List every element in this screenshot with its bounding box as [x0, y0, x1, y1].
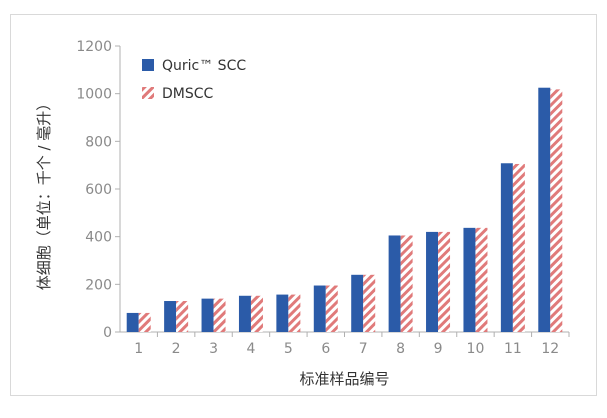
x-tick-label: 8: [396, 341, 405, 357]
x-tick-label: 11: [504, 341, 522, 357]
x-tick-label: 7: [359, 341, 368, 357]
x-axis-title: 标准样品编号: [299, 370, 389, 388]
bar-dmscc: [475, 227, 488, 332]
bar-quric: [313, 285, 326, 332]
x-tick-label: 12: [541, 341, 559, 357]
bar-quric: [126, 312, 139, 332]
bar-dmscc: [438, 231, 451, 332]
bar-dmscc: [325, 285, 338, 332]
y-tick-label: 1000: [76, 87, 112, 103]
x-tick-label: 4: [246, 341, 255, 357]
x-tick-label: 9: [434, 341, 443, 357]
y-tick-label: 400: [85, 230, 112, 246]
legend-swatch-dmscc: [142, 87, 154, 99]
bar-quric: [238, 295, 251, 332]
bar-dmscc: [400, 235, 413, 332]
y-tick-label: 600: [85, 182, 112, 198]
legend-label-dmscc: DMSCC: [162, 86, 214, 102]
x-tick-label: 10: [467, 341, 485, 357]
x-tick-label: 3: [209, 341, 218, 357]
bar-dmscc: [250, 295, 263, 332]
bar-dmscc: [363, 274, 376, 332]
x-tick-label: 5: [284, 341, 293, 357]
chart-frame: 0 200 400 600 800 1000 1200 1 2 3 4 5 6 7 8 9 10 11 12 标准样…: [10, 14, 597, 396]
bar-quric: [500, 163, 513, 332]
axes: [115, 45, 570, 337]
x-tick-label: 1: [134, 341, 143, 357]
y-tick-label: 800: [85, 134, 112, 150]
bar-quric: [351, 274, 364, 332]
bar-quric: [164, 301, 177, 332]
bar-dmscc: [213, 298, 226, 332]
y-tick-label: 200: [85, 277, 112, 293]
x-tick-label: 2: [172, 341, 181, 357]
legend-swatch-quric: [142, 59, 154, 71]
bar-dmscc: [512, 163, 525, 332]
bar-quric: [426, 231, 439, 332]
y-tick-label: 0: [103, 325, 112, 341]
bar-quric: [538, 87, 551, 332]
y-axis-title: 体细胞（单位：千个 / 毫升）: [35, 96, 53, 291]
bar-quric: [201, 298, 214, 332]
bar-quric: [276, 294, 289, 332]
x-tick-label: 6: [321, 341, 330, 357]
legend-label-quric: Quric™ SCC: [162, 58, 246, 74]
bar-dmscc: [176, 301, 189, 332]
bar-dmscc: [550, 89, 563, 332]
bars: [126, 87, 563, 332]
legend: Quric™ SCC DMSCC: [142, 58, 246, 102]
bar-dmscc: [138, 312, 151, 332]
bar-quric: [388, 235, 401, 332]
bar-dmscc: [288, 294, 301, 332]
bar-quric: [463, 227, 476, 332]
y-tick-label: 1200: [76, 39, 112, 55]
